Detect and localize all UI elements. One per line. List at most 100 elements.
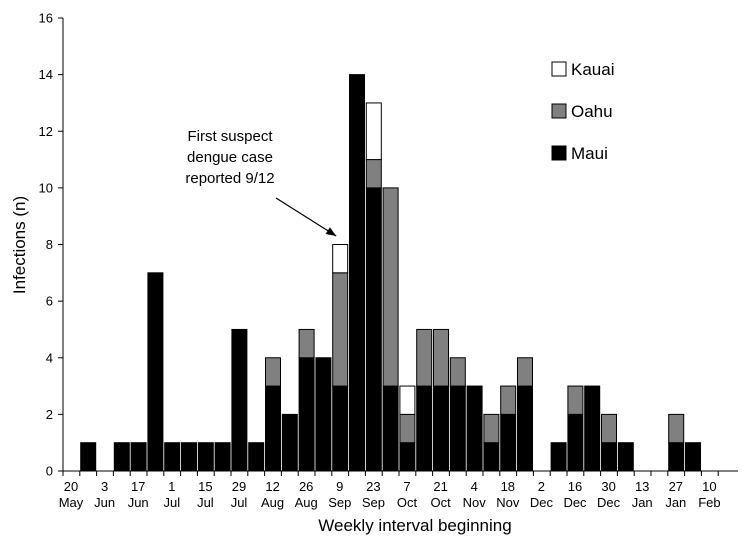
- bar-oahu: [332, 272, 349, 387]
- bar-oahu: [500, 385, 517, 415]
- bar-maui: [265, 385, 281, 472]
- bar-oahu: [399, 413, 416, 444]
- x-tick-label-day: 15: [198, 479, 212, 494]
- x-axis-title: Weekly interval beginning: [318, 516, 511, 535]
- bar-maui: [365, 187, 382, 472]
- legend-label-oahu: Oahu: [571, 102, 613, 121]
- bar-maui: [517, 385, 533, 472]
- bar-maui: [349, 74, 365, 472]
- bar-maui: [416, 385, 433, 472]
- bar-kauai: [399, 385, 416, 415]
- bar-oahu: [517, 357, 533, 387]
- x-tick-label-day: 27: [669, 479, 683, 494]
- bar-maui: [113, 442, 130, 472]
- x-tick-label-month: Nov: [496, 495, 520, 510]
- y-tick-label: 10: [39, 180, 53, 195]
- x-tick-label-day: 26: [299, 479, 313, 494]
- bar-maui: [147, 272, 164, 472]
- bar-maui: [382, 385, 399, 472]
- bar-maui: [197, 442, 214, 472]
- x-tick-label-day: 7: [403, 479, 410, 494]
- x-tick-label-month: Jul: [163, 495, 180, 510]
- y-tick-label: 4: [46, 350, 53, 365]
- y-tick-label: 8: [46, 237, 53, 252]
- x-tick-label-day: 21: [433, 479, 447, 494]
- bar-maui: [214, 442, 231, 472]
- bar-maui: [617, 442, 634, 472]
- x-tick-label-month: Dec: [563, 495, 587, 510]
- y-tick-label: 12: [39, 124, 53, 139]
- bar-maui: [601, 442, 617, 472]
- bar-maui: [315, 357, 332, 472]
- x-tick-label-day: 3: [101, 479, 108, 494]
- x-tick-label-month: Oct: [430, 495, 451, 510]
- x-tick-label-month: Sep: [362, 495, 385, 510]
- bar-maui: [248, 442, 265, 472]
- bar-oahu: [483, 413, 500, 444]
- bar-maui: [399, 442, 416, 472]
- x-tick-label-day: 23: [366, 479, 380, 494]
- bar-maui: [164, 442, 181, 472]
- bar-kauai: [365, 102, 382, 161]
- x-tick-label-month: Jan: [632, 495, 653, 510]
- bar-maui: [231, 328, 248, 472]
- annotation-text-line: First suspect: [187, 128, 273, 145]
- x-tick-label-month: Jan: [665, 495, 686, 510]
- annotation-text-line: reported 9/12: [185, 170, 274, 187]
- x-tick-label-day: 20: [64, 479, 78, 494]
- x-tick-label-day: 12: [265, 479, 279, 494]
- legend-label-maui: Maui: [571, 144, 608, 163]
- bar-oahu: [365, 159, 382, 189]
- bar-oahu: [416, 328, 433, 387]
- bar-maui: [500, 413, 517, 472]
- bar-oahu: [433, 328, 449, 387]
- annotation-arrow-line: [275, 197, 337, 237]
- x-tick-label-month: Jun: [128, 495, 149, 510]
- bar-oahu: [298, 328, 315, 359]
- bars-layer: [80, 74, 701, 472]
- annotation-text-line: dengue case: [187, 149, 273, 166]
- x-tick-label-day: 10: [702, 479, 716, 494]
- bar-maui: [550, 442, 567, 472]
- bar-oahu: [668, 413, 685, 444]
- y-tick-label: 6: [46, 294, 53, 309]
- legend-swatch-oahu: [551, 103, 567, 119]
- x-tick-label-month: Nov: [463, 495, 487, 510]
- annotation: First suspect dengue case reported 9/12: [185, 128, 337, 237]
- bar-maui: [181, 442, 197, 472]
- x-tick-label-day: 9: [336, 479, 343, 494]
- bar-maui: [433, 385, 449, 472]
- x-tick-label-day: 18: [501, 479, 515, 494]
- x-tick-label-day: 4: [471, 479, 478, 494]
- x-tick-label-month: May: [59, 495, 84, 510]
- bar-oahu: [601, 413, 617, 444]
- annotation-arrow-head: [325, 227, 337, 237]
- bar-maui: [668, 442, 685, 472]
- x-tick-label-month: Aug: [261, 495, 284, 510]
- legend-label-kauai: Kauai: [571, 60, 614, 79]
- x-tick-label-month: Jun: [94, 495, 115, 510]
- bar-oahu: [567, 385, 584, 415]
- x-tick-label-month: Dec: [530, 495, 554, 510]
- bar-maui: [483, 442, 500, 472]
- bar-maui: [80, 442, 97, 472]
- x-tick-label-month: Feb: [698, 495, 720, 510]
- bar-maui: [332, 385, 349, 472]
- x-tick-label-day: 29: [232, 479, 246, 494]
- bar-oahu: [382, 187, 399, 387]
- bar-maui: [584, 385, 601, 472]
- bar-oahu: [265, 357, 281, 387]
- x-tick-label-day: 13: [635, 479, 649, 494]
- bar-maui: [281, 413, 298, 472]
- bar-maui: [298, 357, 315, 472]
- y-tick-label: 14: [39, 67, 53, 82]
- bar-maui: [567, 413, 584, 472]
- bar-maui: [130, 442, 147, 472]
- x-tick-label-day: 16: [568, 479, 582, 494]
- y-tick-label: 0: [46, 464, 53, 479]
- x-tick-label-month: Jul: [231, 495, 248, 510]
- bar-kauai: [332, 244, 349, 274]
- bar-maui: [449, 385, 466, 472]
- y-tick-label: 2: [46, 407, 53, 422]
- x-tick-label-month: Dec: [597, 495, 621, 510]
